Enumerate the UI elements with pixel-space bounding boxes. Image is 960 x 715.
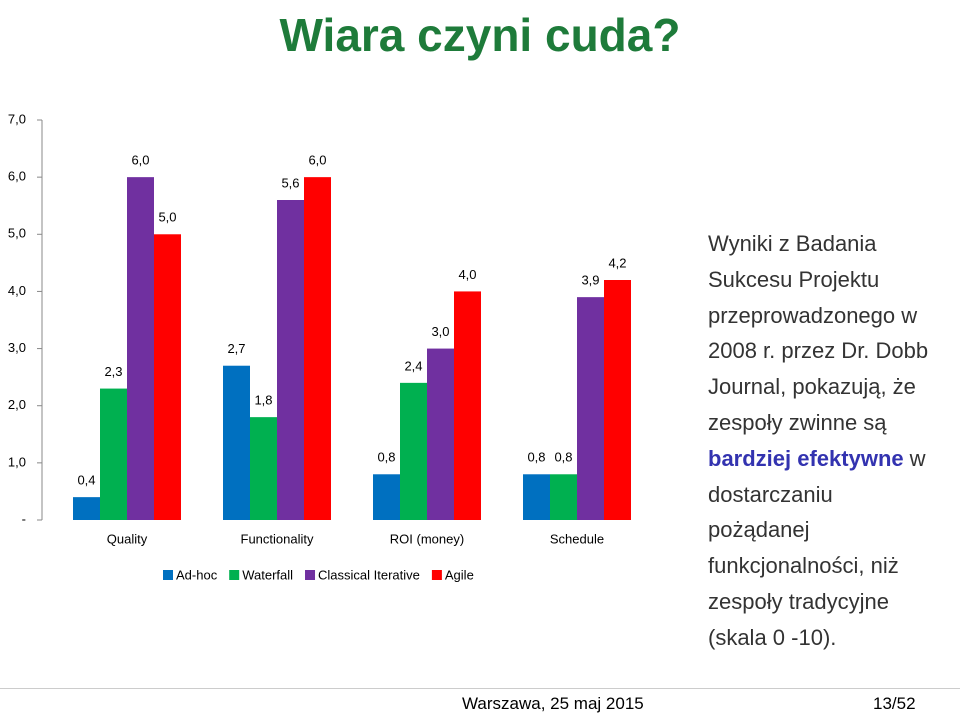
- bar: [100, 388, 127, 520]
- body-line-text: w: [909, 445, 926, 471]
- value-label: 3,9: [581, 273, 599, 288]
- bar: [127, 177, 154, 520]
- body-line-text: 2008 r. przez Dr. Dobb: [708, 338, 929, 364]
- value-label: 0,8: [527, 450, 545, 465]
- bar: [427, 348, 454, 520]
- body-line: dostarczaniu: [708, 477, 960, 513]
- body-line-text: zespoły zwinne są: [708, 409, 887, 435]
- bar: [73, 497, 100, 520]
- x-tick-label: Quality: [107, 531, 148, 546]
- body-line-text: dostarczaniu: [708, 481, 833, 507]
- legend-swatch: [229, 570, 240, 580]
- bar: [154, 234, 181, 521]
- bar: [223, 365, 250, 520]
- value-label: 1,8: [254, 393, 272, 408]
- body-line: przeprowadzonego w: [708, 298, 960, 334]
- value-label: 6,0: [308, 153, 326, 168]
- y-tick-label: 4,0: [8, 283, 26, 298]
- body-line-text: funkcjonalności, niż: [708, 553, 899, 579]
- bar: [277, 200, 304, 520]
- body-line-text: (skala 0 -10).: [708, 624, 837, 650]
- bar: [373, 474, 400, 520]
- footer-page: 13/52: [873, 694, 916, 713]
- value-label: 0,8: [377, 450, 395, 465]
- y-tick-label: 6,0: [8, 169, 26, 184]
- bar: [304, 177, 331, 520]
- y-tick-label: 1,0: [8, 454, 26, 469]
- value-label: 5,0: [158, 210, 176, 225]
- bar: [400, 382, 427, 520]
- body-line: bardziej efektywne w: [708, 441, 960, 477]
- body-line: 2008 r. przez Dr. Dobb: [708, 333, 960, 369]
- legend-label: Ad-hoc: [176, 567, 218, 582]
- legend-swatch: [305, 570, 316, 580]
- value-label: 2,3: [104, 364, 122, 379]
- body-line-text: przeprowadzonego w: [708, 302, 918, 328]
- legend-label: Classical Iterative: [318, 567, 420, 582]
- bar: [577, 297, 604, 520]
- body-line-text: pożądanej: [708, 517, 810, 543]
- y-tick-label: -: [22, 511, 26, 526]
- legend-swatch: [163, 570, 173, 580]
- bar: [250, 417, 277, 520]
- value-label: 0,8: [554, 450, 572, 465]
- y-tick-label: 5,0: [8, 226, 26, 241]
- value-label: 2,4: [404, 358, 422, 373]
- footer-place-date: Warszawa, 25 maj 2015: [462, 694, 644, 713]
- body-line-text: Sukcesu Projektu: [708, 266, 880, 292]
- slide-title: Wiara czyni cuda?: [279, 9, 681, 61]
- body-line-text: Wyniki z Badania: [708, 231, 877, 256]
- y-tick-label: 2,0: [8, 397, 26, 412]
- y-tick-label: 3,0: [8, 340, 26, 355]
- body-line: (skala 0 -10).: [708, 620, 960, 656]
- x-tick-label: Functionality: [241, 531, 314, 546]
- body-line: Sukcesu Projektu: [708, 262, 960, 298]
- legend-swatch: [431, 570, 442, 580]
- bar: [604, 280, 631, 520]
- legend-label: Agile: [445, 567, 474, 582]
- legend-label: Waterfall: [242, 567, 293, 582]
- body-line: pożądanej: [708, 512, 960, 548]
- bar: [523, 474, 550, 520]
- value-label: 5,6: [281, 175, 299, 190]
- body-line: zespoły tradycyjne: [708, 584, 960, 620]
- bar: [550, 474, 577, 520]
- value-label: 0,4: [77, 473, 95, 488]
- footer-line: [0, 688, 960, 689]
- chart: - 1,0 2,0 3,0 4,0 5,0 6,0 7,0 Quality 0,4 2,3 6,0 5,…: [8, 111, 631, 582]
- x-tick-label: Schedule: [550, 531, 604, 546]
- value-label: 2,7: [227, 341, 245, 356]
- body-line: funkcjonalności, niż: [708, 548, 960, 584]
- body-line: Journal, pokazują, że: [708, 369, 960, 405]
- value-label: 4,0: [458, 267, 476, 282]
- body-line-text: zespoły tradycyjne: [708, 588, 889, 614]
- bar: [454, 291, 481, 520]
- body-line: zespoły zwinne są: [708, 405, 960, 441]
- value-label: 6,0: [131, 153, 149, 168]
- y-tick-label: 7,0: [8, 111, 26, 126]
- body-text: Wyniki z Badania Sukcesu Projektu przeprow…: [708, 226, 960, 656]
- x-tick-label: ROI (money): [390, 531, 464, 546]
- value-label: 3,0: [431, 324, 449, 339]
- body-line: Wyniki z Badania: [708, 226, 960, 262]
- value-label: 4,2: [608, 255, 626, 270]
- body-highlight: bardziej efektywne: [708, 445, 904, 471]
- body-line-text: Journal, pokazują, że: [708, 374, 916, 400]
